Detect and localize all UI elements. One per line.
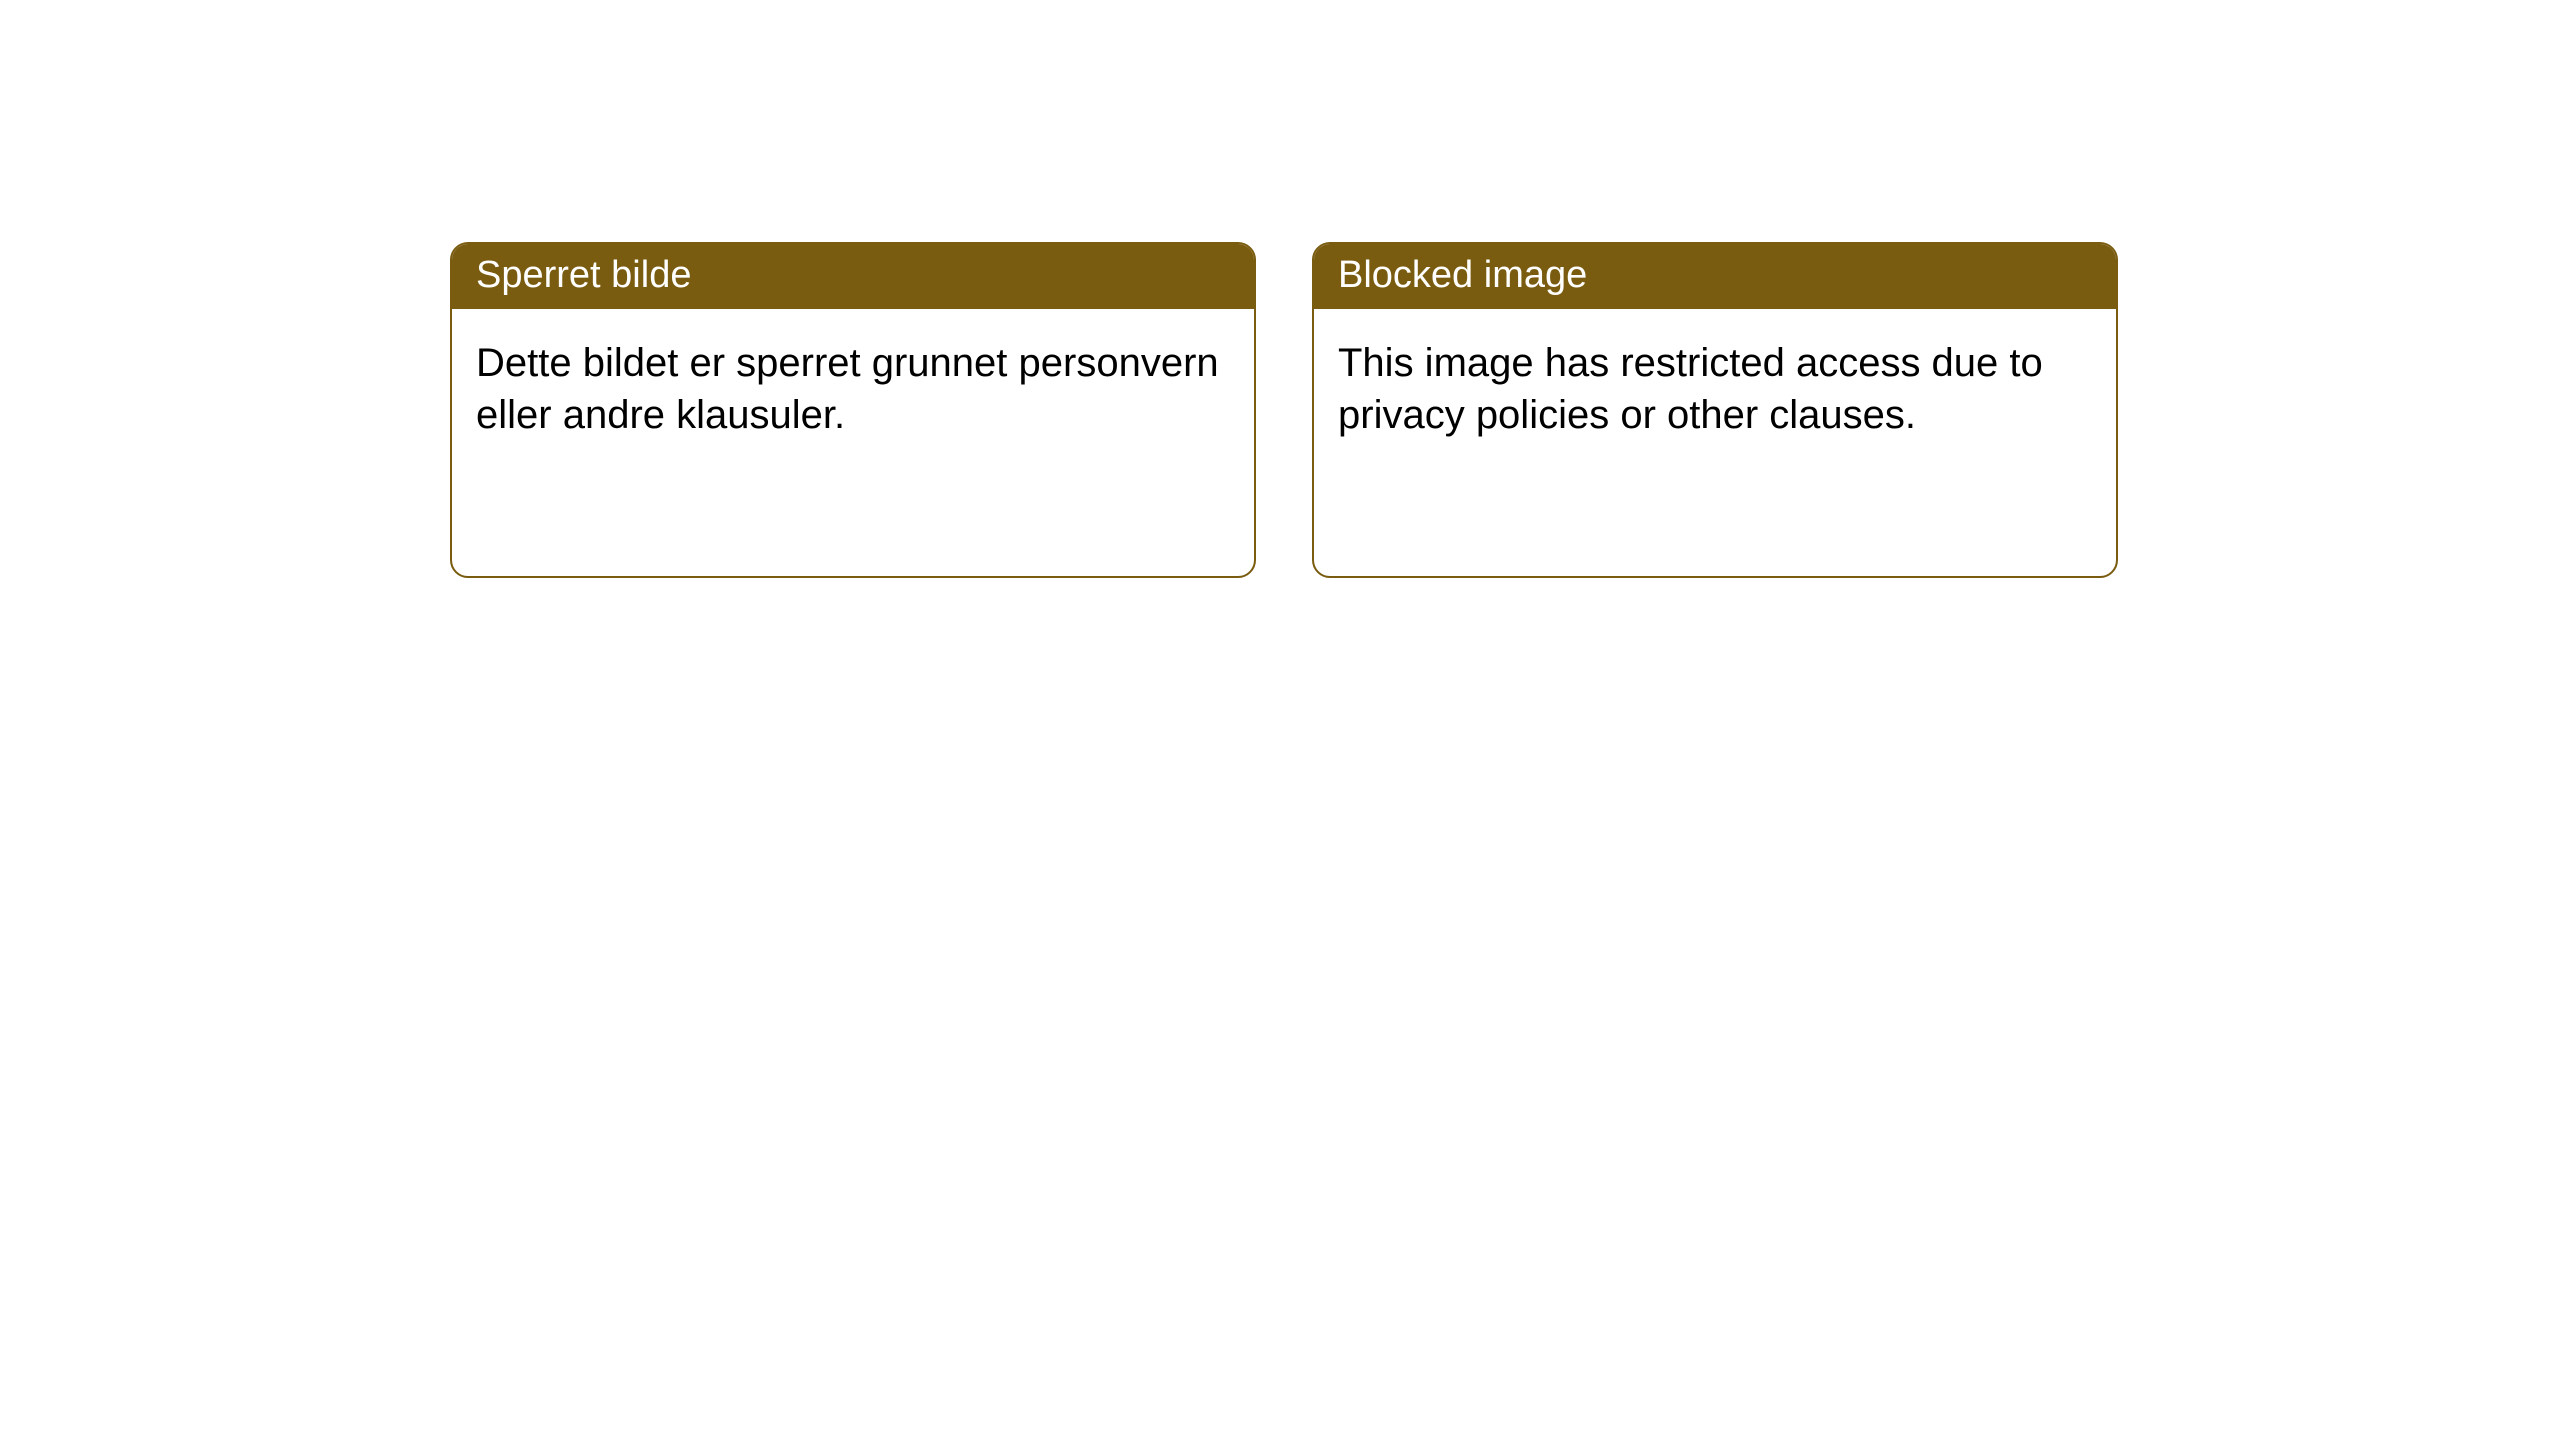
blocked-image-notice-container: Sperret bilde Dette bildet er sperret gr…	[0, 0, 2560, 578]
card-header-english: Blocked image	[1314, 244, 2116, 309]
card-body-norwegian: Dette bildet er sperret grunnet personve…	[452, 309, 1254, 469]
blocked-image-card-english: Blocked image This image has restricted …	[1312, 242, 2118, 578]
blocked-image-card-norwegian: Sperret bilde Dette bildet er sperret gr…	[450, 242, 1256, 578]
card-header-norwegian: Sperret bilde	[452, 244, 1254, 309]
card-body-english: This image has restricted access due to …	[1314, 309, 2116, 469]
